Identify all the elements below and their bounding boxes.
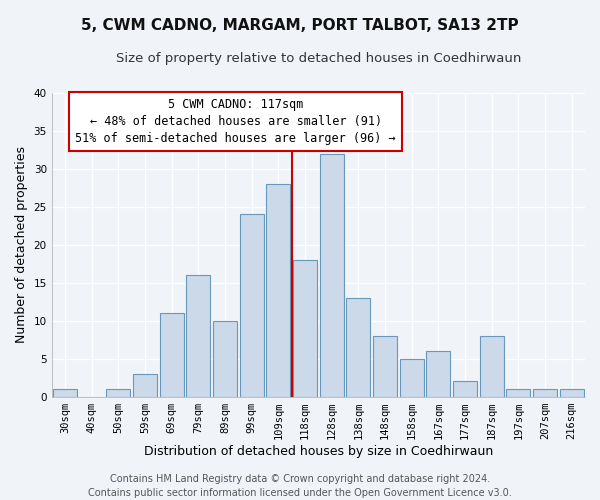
Bar [133,374,157,396]
Bar [373,336,397,396]
Bar [187,275,211,396]
Bar [427,351,451,397]
Bar [266,184,290,396]
Text: Contains HM Land Registry data © Crown copyright and database right 2024.
Contai: Contains HM Land Registry data © Crown c… [88,474,512,498]
Bar [453,382,477,396]
Bar [560,389,584,396]
Bar [106,389,130,396]
Bar [239,214,263,396]
Y-axis label: Number of detached properties: Number of detached properties [15,146,28,344]
Text: 5, CWM CADNO, MARGAM, PORT TALBOT, SA13 2TP: 5, CWM CADNO, MARGAM, PORT TALBOT, SA13 … [81,18,519,32]
Bar [53,389,77,396]
Bar [400,358,424,397]
Bar [479,336,503,396]
Bar [160,313,184,396]
Text: 5 CWM CADNO: 117sqm
← 48% of detached houses are smaller (91)
51% of semi-detach: 5 CWM CADNO: 117sqm ← 48% of detached ho… [76,98,396,144]
Bar [533,389,557,396]
Bar [506,389,530,396]
Bar [293,260,317,396]
Bar [320,154,344,396]
Bar [213,320,237,396]
X-axis label: Distribution of detached houses by size in Coedhirwaun: Distribution of detached houses by size … [144,444,493,458]
Title: Size of property relative to detached houses in Coedhirwaun: Size of property relative to detached ho… [116,52,521,66]
Bar [346,298,370,396]
